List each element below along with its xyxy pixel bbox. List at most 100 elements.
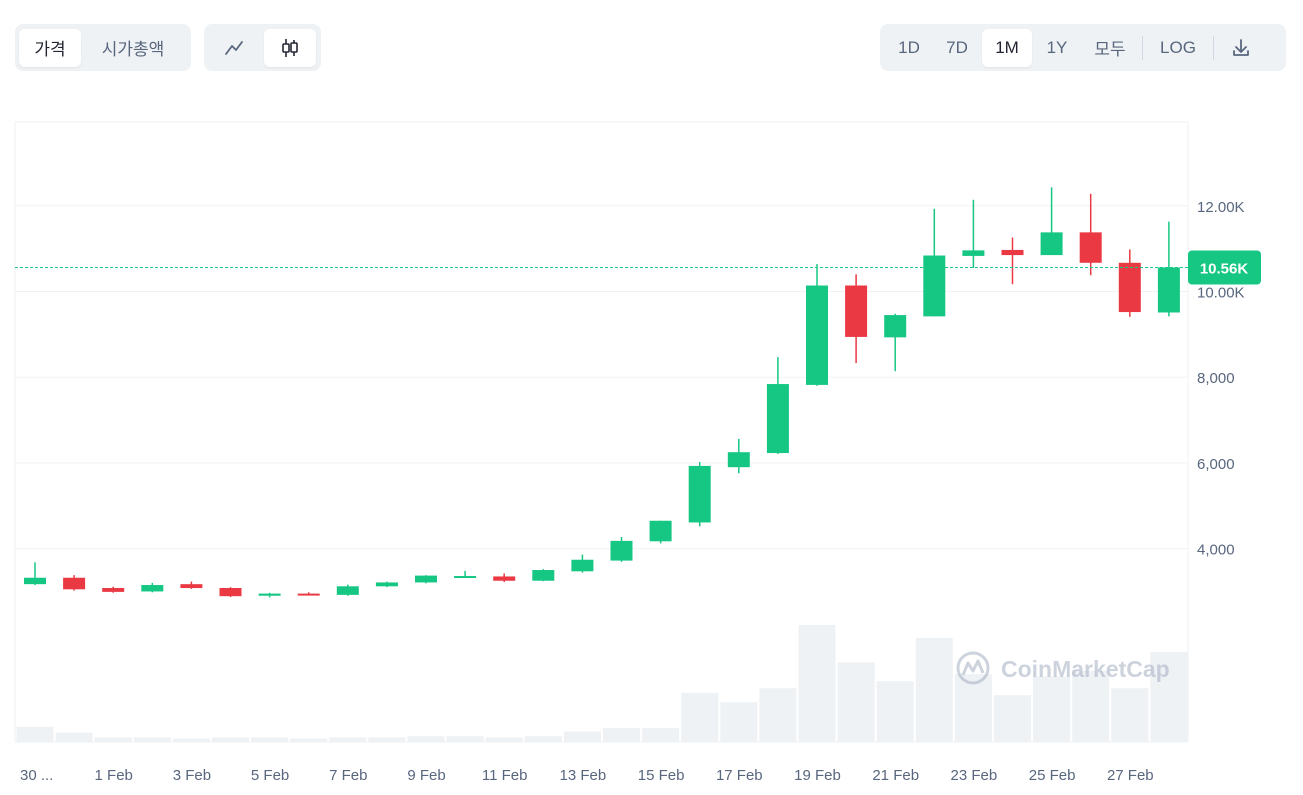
candle-body	[1157, 267, 1180, 313]
candle-body	[180, 584, 203, 589]
candle	[258, 592, 281, 598]
candle-body	[845, 285, 868, 337]
candle-body	[727, 452, 750, 468]
volume-bar	[211, 737, 250, 742]
volume-bar	[642, 727, 680, 742]
volume-bar	[524, 736, 562, 742]
candle-body	[493, 576, 516, 581]
candles	[24, 187, 1180, 598]
plot-frame	[14, 121, 1189, 743]
range-all-button[interactable]: 모두	[1094, 40, 1126, 59]
range-1d-button[interactable]: 1D	[898, 37, 920, 57]
x-tick-label: 25 Feb	[1029, 767, 1076, 784]
watermark-circle	[956, 651, 990, 685]
log-scale-button[interactable]: LOG	[1160, 37, 1196, 57]
volume-bar	[1111, 688, 1149, 742]
candlestick-chart-button[interactable]	[264, 28, 316, 67]
candle	[532, 569, 555, 582]
candle	[766, 357, 789, 454]
candle-body	[336, 586, 359, 595]
chart-type-toggle	[204, 24, 321, 71]
line-chart-icon	[225, 40, 243, 55]
line-chart-button[interactable]	[208, 29, 260, 67]
candle-body	[923, 255, 946, 317]
download-button[interactable]	[1218, 29, 1264, 67]
x-tick-label: 17 Feb	[716, 767, 763, 784]
candle	[415, 575, 437, 584]
candle	[1001, 237, 1024, 285]
x-tick-label: 11 Feb	[482, 767, 528, 784]
volume-bar	[602, 727, 641, 742]
toolbar-divider	[1142, 35, 1143, 60]
y-tick-label: 8,000	[1197, 370, 1235, 387]
candle	[24, 562, 46, 586]
candle-body	[1040, 232, 1063, 256]
volume-bar	[133, 737, 171, 742]
volume-bars	[16, 625, 1188, 742]
candle	[884, 313, 907, 372]
watermark: CoinMarketCap	[956, 651, 1170, 685]
x-tick-label: 15 Feb	[638, 767, 685, 784]
volume-bar	[16, 726, 54, 742]
volume-bar	[446, 736, 484, 742]
tab-market-cap[interactable]: 시가총액	[101, 40, 165, 59]
x-tick-label: 3 Feb	[173, 767, 211, 784]
candle	[1118, 249, 1141, 317]
y-tick-label: 12.00K	[1197, 199, 1245, 216]
range-1m-button[interactable]: 1M	[982, 28, 1032, 67]
y-tick-label: 4,000	[1197, 542, 1235, 559]
x-tick-label: 21 Feb	[872, 767, 919, 784]
volume-bar	[485, 737, 523, 742]
candle-body	[63, 577, 86, 590]
candle-body	[102, 588, 125, 592]
volume-bar	[329, 737, 367, 742]
volume-bar	[681, 692, 719, 742]
x-tick-label: 13 Feb	[560, 767, 607, 784]
candle-body	[610, 540, 633, 561]
x-tick-label: 9 Feb	[407, 767, 445, 784]
x-tick-label: 7 Feb	[329, 767, 367, 784]
candlestick-chart-icon	[282, 38, 298, 57]
candle-body	[454, 576, 477, 579]
x-tick-label: 19 Feb	[794, 767, 841, 784]
volume-bar	[720, 702, 758, 742]
candle	[493, 573, 516, 583]
candle-body	[1001, 249, 1024, 256]
candle	[375, 581, 398, 588]
candle	[962, 199, 985, 268]
candle-body	[806, 285, 828, 385]
x-tick-label: 23 Feb	[951, 767, 998, 784]
candle	[336, 584, 359, 596]
coinmarketcap-logo-icon	[956, 651, 990, 685]
range-7d-button[interactable]: 7D	[946, 37, 968, 57]
candle	[649, 520, 672, 544]
tab-price[interactable]: 가격	[19, 28, 81, 67]
candle	[727, 438, 750, 474]
y-tick-label: 6,000	[1197, 456, 1235, 473]
range-1y-button[interactable]: 1Y	[1046, 37, 1068, 57]
toolbar-divider	[1213, 35, 1214, 60]
candle-body	[1118, 262, 1141, 313]
candle	[688, 462, 711, 527]
volume-bar	[172, 738, 210, 742]
volume-bar	[563, 731, 601, 742]
candle	[1079, 193, 1102, 276]
volume-bar	[94, 737, 132, 742]
candle-body	[532, 570, 555, 581]
x-tick-label: 30 ...	[20, 767, 53, 784]
candle	[454, 570, 477, 579]
candle	[610, 537, 633, 562]
candle-body	[141, 585, 164, 592]
watermark-text: CoinMarketCap	[1001, 656, 1170, 682]
time-range-selector: 1D 7D 1M 1Y 모두 LOG	[880, 24, 1286, 71]
candle-body	[688, 465, 711, 523]
candle-body	[571, 559, 594, 572]
volume-bar	[915, 637, 953, 742]
volume-bar	[251, 737, 289, 742]
data-type-tabs: 가격 시가총액	[15, 24, 191, 71]
volume-bar	[759, 688, 797, 742]
download-icon	[1233, 38, 1249, 56]
volume-bar	[954, 674, 992, 742]
